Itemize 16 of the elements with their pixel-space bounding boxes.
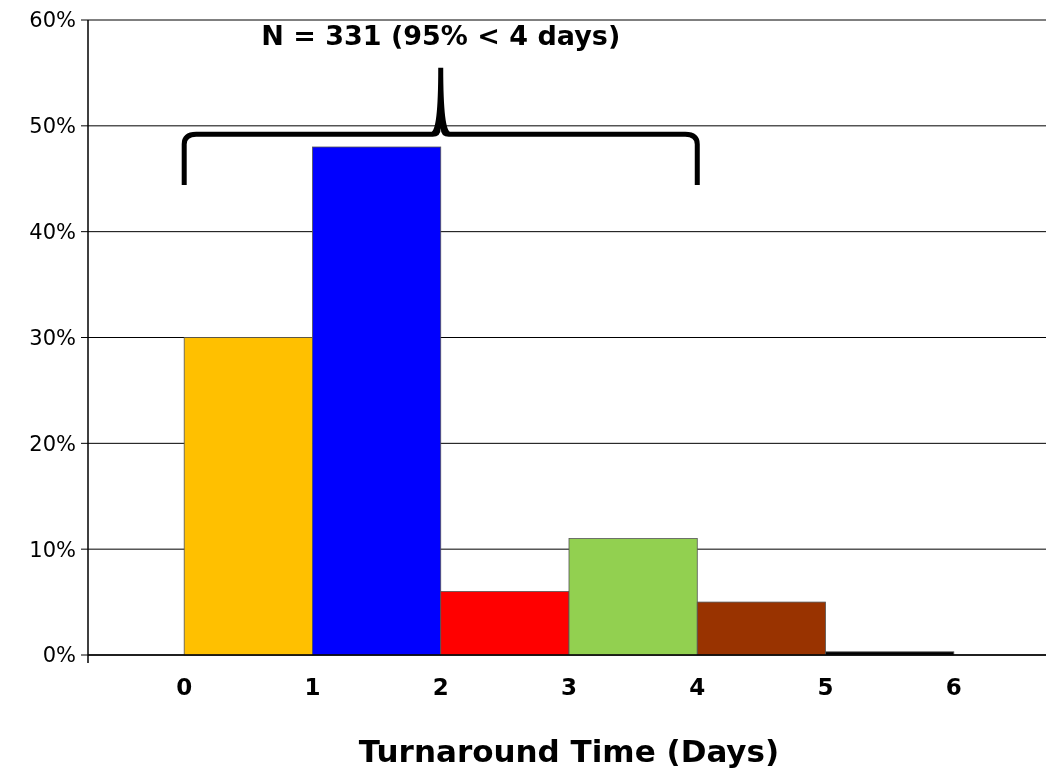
y-tick-label: 0%: [42, 643, 76, 668]
x-tick-label: 5: [817, 674, 834, 700]
x-axis-title: Turnaround Time (Days): [358, 733, 780, 769]
x-tick-label: 3: [560, 674, 578, 700]
x-tick-label: 4: [689, 674, 706, 700]
annotation: N = 331 (95% < 4 days): [261, 20, 621, 52]
x-tick-label: 1: [304, 674, 321, 700]
y-tick-label: 30%: [29, 325, 76, 350]
y-tick-label: 20%: [29, 431, 76, 456]
x-tick-label: 2: [432, 674, 449, 700]
y-tick-label: 60%: [29, 8, 76, 33]
y-tick-label: 10%: [29, 537, 76, 562]
x-tick-label: 0: [176, 674, 193, 700]
y-tick-label: 40%: [29, 220, 76, 245]
y-tick-label: 50%: [29, 114, 76, 139]
x-tick-label: 6: [945, 674, 962, 700]
